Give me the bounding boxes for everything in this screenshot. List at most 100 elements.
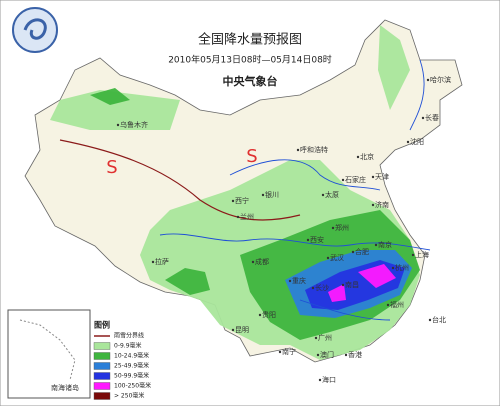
- agency: 中央气象台: [223, 74, 278, 88]
- weather-symbol: S: [106, 157, 117, 178]
- rain-snow-line: [59, 139, 301, 221]
- title: 全国降水量预报图: [198, 32, 302, 48]
- city-dot: [236, 215, 240, 219]
- city-dot: [351, 250, 355, 254]
- city-label: 台北: [432, 315, 446, 324]
- city-dot: [356, 155, 360, 159]
- city-label: 南昌: [345, 280, 359, 289]
- legend-label: 100-250毫米: [114, 382, 151, 390]
- city-dot: [428, 318, 432, 322]
- inset-frame: [7, 309, 91, 399]
- precip-area: [358, 264, 396, 288]
- city-label: 海口: [322, 375, 336, 384]
- city-label: 昆明: [235, 326, 249, 334]
- city-label: 天津: [375, 173, 389, 181]
- city-label: 澳门: [320, 350, 334, 359]
- legend-swatch: [93, 392, 111, 400]
- city-label: 沈阳: [410, 137, 424, 146]
- legend-label: 25-49.9毫米: [114, 362, 149, 370]
- city-dot: [341, 283, 345, 287]
- city-label: 拉萨: [155, 257, 169, 266]
- city-dot: [318, 378, 322, 382]
- city-label: 成都: [255, 257, 269, 266]
- city-dot: [374, 243, 378, 247]
- river: [299, 299, 391, 321]
- city-label: 石家庄: [345, 175, 366, 184]
- city-label: 南京: [378, 240, 392, 249]
- legend-label: 10-24.9毫米: [114, 352, 149, 360]
- city-label: 乌鲁木齐: [120, 120, 148, 129]
- inset-boundary: [19, 319, 76, 381]
- legend-title: 图例: [94, 320, 110, 330]
- city-dot: [341, 178, 345, 182]
- city-dot: [296, 148, 300, 152]
- city-dot: [151, 260, 155, 264]
- city-label: 西宁: [235, 196, 249, 205]
- city-dot: [344, 353, 348, 357]
- city-dot: [278, 350, 282, 354]
- city-dot: [288, 279, 292, 283]
- city-dot: [306, 238, 310, 242]
- city-dot: [411, 253, 415, 257]
- precip-area: [90, 88, 130, 105]
- legend-swatch: [93, 382, 111, 390]
- city-dot: [231, 328, 235, 332]
- city-label: 银川: [265, 190, 279, 199]
- precip-area: [328, 284, 346, 302]
- city-dot: [426, 78, 430, 82]
- city-label: 合肥: [355, 247, 369, 256]
- city-label: 贵阳: [262, 310, 276, 319]
- legend-label: 雨雪分界线: [114, 332, 144, 340]
- legend-swatch: [93, 352, 111, 360]
- city-label: 郑州: [335, 224, 349, 232]
- city-dot: [321, 193, 325, 197]
- city-label: 太原: [325, 190, 339, 199]
- city-dot: [391, 266, 395, 270]
- legend-label: 0-9.9毫米: [114, 342, 142, 350]
- legend-label: 50-99.9毫米: [114, 372, 149, 380]
- precip-area: [165, 268, 210, 295]
- city-dot: [421, 116, 425, 120]
- city-dot: [331, 226, 335, 230]
- city-dot: [406, 140, 410, 144]
- city-dot: [231, 199, 235, 203]
- city-dot: [311, 286, 315, 290]
- city-dot: [316, 353, 320, 357]
- legend-swatch: [93, 342, 111, 350]
- city-label: 哈尔滨: [430, 75, 451, 84]
- city-dot: [261, 193, 265, 197]
- weather-symbol: S: [246, 146, 257, 167]
- city-label: 广州: [318, 333, 332, 342]
- legend: 雨雪分界线 0-9.9毫米 10-24.9毫米 25-49.9毫米 50-99.9毫米 1…: [93, 332, 151, 400]
- logo: [12, 7, 58, 53]
- city-label: 重庆: [292, 276, 306, 285]
- city-dot: [371, 203, 375, 207]
- period: 2010年05月13日08时—05月14日08时: [168, 54, 332, 66]
- city-label: 杭州: [395, 263, 409, 272]
- city-label: 兰州: [240, 212, 254, 221]
- city-dot: [314, 336, 318, 340]
- city-label: 福州: [390, 300, 404, 309]
- city-label: 西安: [310, 235, 324, 244]
- river: [159, 233, 431, 251]
- rivers: [159, 59, 431, 321]
- legend-label: > 250毫米: [114, 392, 144, 400]
- city-dot: [371, 175, 375, 179]
- logo-mark: [23, 18, 47, 40]
- city-label: 武汉: [330, 253, 344, 262]
- legend-swatch: [93, 362, 111, 370]
- city-label: 北京: [360, 152, 374, 161]
- city-label: 长沙: [315, 283, 329, 292]
- city-label: 呼和浩特: [300, 145, 328, 154]
- city-label: 上海: [415, 250, 429, 259]
- city-dot: [116, 123, 120, 127]
- precip-area: [378, 25, 410, 110]
- city-label: 南宁: [282, 347, 296, 356]
- city-label: 香港: [348, 350, 362, 359]
- city-dot: [251, 260, 255, 264]
- legend-swatch: [93, 372, 111, 380]
- city-dot: [326, 256, 330, 260]
